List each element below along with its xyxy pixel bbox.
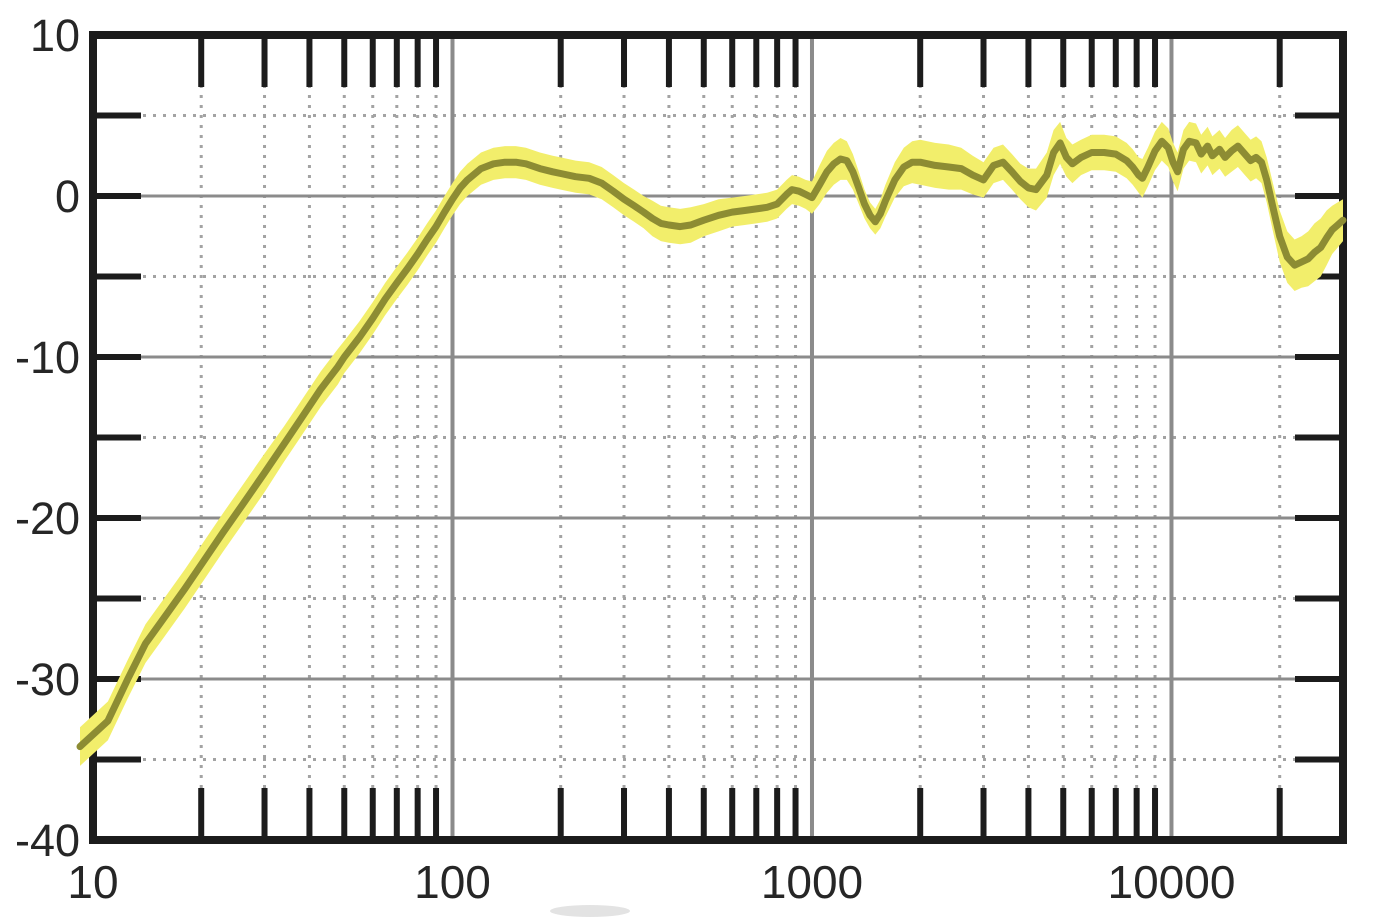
x-tick-label: 10000 <box>1108 856 1236 908</box>
y-tick-label: 10 <box>30 10 80 61</box>
y-tick-label: -20 <box>15 493 80 544</box>
x-tick-label: 1000 <box>761 856 863 908</box>
x-axis-labels: 10 100 1000 10000 <box>67 856 1235 908</box>
grid-major-horizontal-lines <box>93 194 1343 681</box>
y-tick-label: -30 <box>15 654 80 705</box>
x-tick-label: 100 <box>414 856 491 908</box>
grid-minor-horizontal-lines <box>93 114 1343 761</box>
y-tick-label: 0 <box>55 171 80 222</box>
y-tick-label: -40 <box>15 815 80 866</box>
grid-minor-vertical-lines <box>199 35 1282 840</box>
x-tick-label: 10 <box>67 856 118 908</box>
plot-border <box>89 31 1347 844</box>
y-tick-label: -10 <box>15 332 80 383</box>
y-axis-labels: 10 0 -10 -20 -30 -40 <box>15 10 80 866</box>
cropped-axis-title-remnant <box>550 905 630 917</box>
axis-ticks <box>93 35 1343 840</box>
response-curve <box>76 137 1347 751</box>
